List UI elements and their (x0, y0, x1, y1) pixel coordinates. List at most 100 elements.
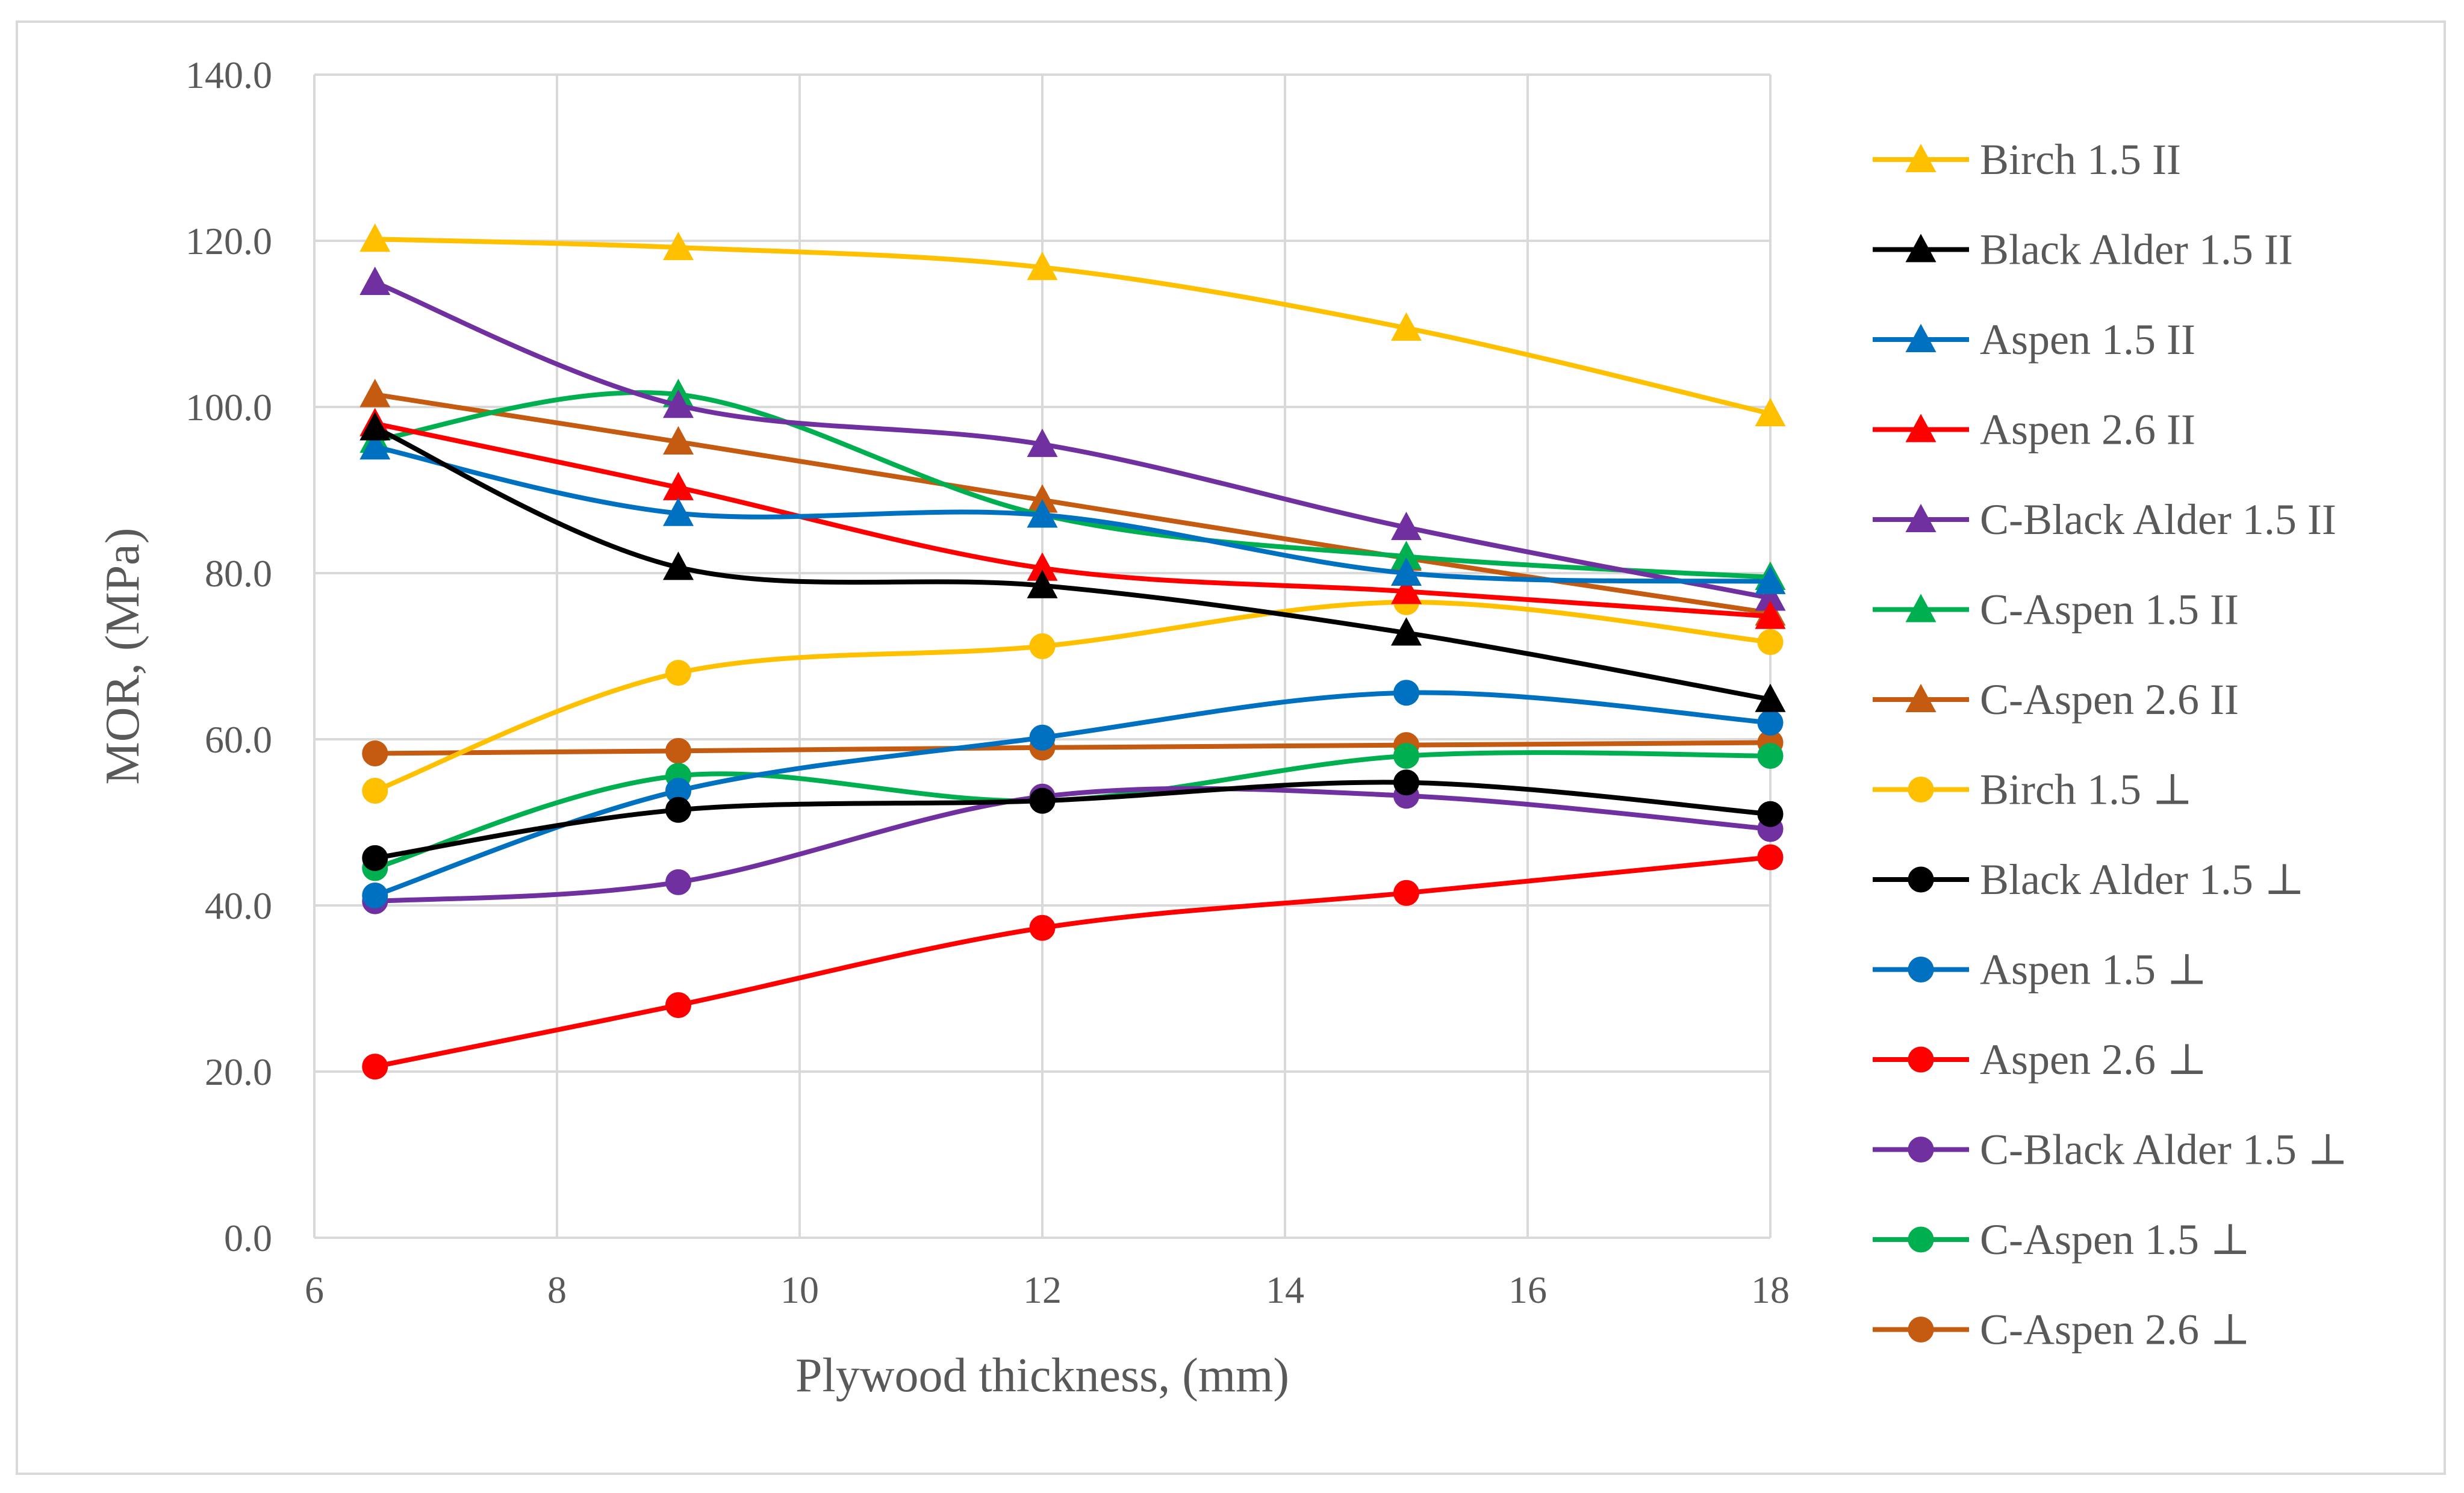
data-point-marker (1757, 844, 1784, 871)
legend-marker (1905, 414, 1937, 442)
y-tick-label: 80.0 (205, 552, 272, 595)
series-1 (359, 223, 1786, 427)
legend-marker (1908, 1137, 1934, 1162)
data-point-marker (1755, 600, 1786, 629)
data-point-marker (662, 551, 694, 580)
data-point-marker (362, 740, 388, 766)
data-point-marker (1029, 787, 1056, 814)
x-tick-label: 14 (1266, 1268, 1304, 1311)
data-point-marker (662, 426, 694, 455)
data-point-marker (1757, 629, 1784, 656)
data-point-marker (1390, 576, 1422, 604)
legend-label: Birch 1.5 ⊥ (1980, 766, 2193, 814)
data-point-marker (359, 266, 391, 296)
y-tick-label: 0.0 (224, 1217, 272, 1259)
y-tick-label: 120.0 (185, 220, 272, 262)
x-tick-label: 16 (1508, 1268, 1547, 1311)
data-point-marker (1027, 499, 1058, 528)
data-point-marker (662, 497, 694, 526)
data-point-marker (1757, 709, 1784, 736)
data-point-marker (362, 1054, 388, 1080)
data-point-marker (1757, 743, 1784, 769)
x-axis-title: Plywood thickness, (mm) (795, 1349, 1289, 1402)
series-line (372, 280, 1773, 601)
series-3 (359, 431, 1786, 594)
legend-marker (1905, 234, 1937, 262)
data-point-marker (1755, 565, 1786, 594)
series-line (372, 854, 1773, 1069)
legend-marker (1905, 323, 1937, 353)
legend-label: Aspen 2.6 II (1980, 406, 2195, 454)
data-point-marker (665, 660, 691, 686)
legend-item: C-Aspen 1.5 ⊥ (1873, 1215, 2251, 1264)
series-12 (362, 783, 1784, 914)
data-point-marker (362, 845, 388, 871)
legend-label: C-Aspen 1.5 II (1980, 586, 2239, 634)
grid (313, 73, 1772, 1239)
series-line (372, 750, 1773, 871)
legend-item: C-Aspen 2.6 ⊥ (1873, 1306, 2251, 1354)
legend-marker (1908, 1317, 1934, 1342)
series-5 (359, 266, 1786, 611)
legend-marker (1908, 1046, 1934, 1073)
data-point-marker (1755, 397, 1786, 427)
legend-label: Black Alder 1.5 II (1980, 226, 2293, 274)
data-point-marker (1755, 683, 1786, 712)
legend-item: Aspen 2.6 II (1873, 406, 2195, 454)
legend-item: Aspen 2.6 ⊥ (1873, 1035, 2207, 1084)
legend-label: C-Aspen 2.6 II (1980, 675, 2239, 724)
data-point-marker (1390, 617, 1422, 646)
legend-item: Aspen 1.5 ⊥ (1873, 946, 2207, 994)
legend-label: C-Black Alder 1.5 ⊥ (1980, 1126, 2348, 1174)
x-tick-label: 18 (1751, 1268, 1790, 1311)
data-point-marker (1029, 724, 1056, 751)
series-8 (362, 589, 1784, 804)
data-point-marker (359, 223, 391, 252)
y-axis-title: MOR, (MPa) (96, 528, 149, 785)
y-tick-label: 100.0 (185, 386, 272, 429)
series-line (372, 237, 1773, 417)
legend-marker (1905, 143, 1937, 173)
legend-marker (1905, 594, 1937, 622)
series-line (372, 786, 1773, 904)
y-tick-label: 60.0 (205, 718, 272, 761)
legend-item: Black Alder 1.5 II (1873, 226, 2293, 274)
legend-item: C-Black Alder 1.5 II (1873, 495, 2336, 544)
legend-label: Aspen 2.6 ⊥ (1980, 1035, 2207, 1084)
data-point-marker (665, 796, 691, 823)
data-point-marker (359, 379, 391, 408)
series-9 (362, 769, 1784, 871)
data-point-marker (662, 390, 694, 418)
legend-marker (1908, 957, 1934, 982)
x-tick-label: 10 (780, 1268, 819, 1311)
y-tick-label: 40.0 (205, 884, 272, 927)
axes: 6 8 10 12 14 16 18 0.0 20.0 40.0 60.0 80.0 100.0 120.… (185, 54, 1790, 1311)
series-14 (362, 730, 1784, 766)
series-2 (359, 412, 1786, 712)
data-point-marker (1029, 633, 1056, 659)
legend-marker (1905, 503, 1937, 533)
data-point-marker (359, 412, 391, 441)
legend-label: Aspen 1.5 ⊥ (1980, 946, 2207, 994)
data-point-marker (1390, 557, 1422, 586)
legend-item: Birch 1.5 II (1873, 135, 2181, 184)
legend-label: Aspen 1.5 II (1980, 315, 2195, 364)
legend-label: Black Alder 1.5 ⊥ (1980, 855, 2305, 904)
x-tick-label: 6 (305, 1268, 324, 1311)
legend-item: Birch 1.5 ⊥ (1873, 766, 2193, 814)
legend-label: C-Black Alder 1.5 II (1980, 495, 2336, 544)
legend-marker (1905, 683, 1937, 713)
legend-marker (1908, 777, 1934, 802)
data-point-marker (1027, 252, 1058, 281)
series-line (372, 390, 1773, 580)
data-point-marker (1390, 511, 1422, 541)
legend-label: C-Aspen 2.6 ⊥ (1980, 1306, 2251, 1354)
series-layer (359, 223, 1786, 1080)
x-tick-label: 12 (1023, 1268, 1062, 1311)
legend-marker (1908, 1226, 1934, 1253)
data-point-marker (665, 737, 691, 764)
y-tick-label: 20.0 (205, 1051, 272, 1093)
legend-item: C-Black Alder 1.5 ⊥ (1873, 1126, 2348, 1174)
data-point-marker (1027, 570, 1058, 598)
